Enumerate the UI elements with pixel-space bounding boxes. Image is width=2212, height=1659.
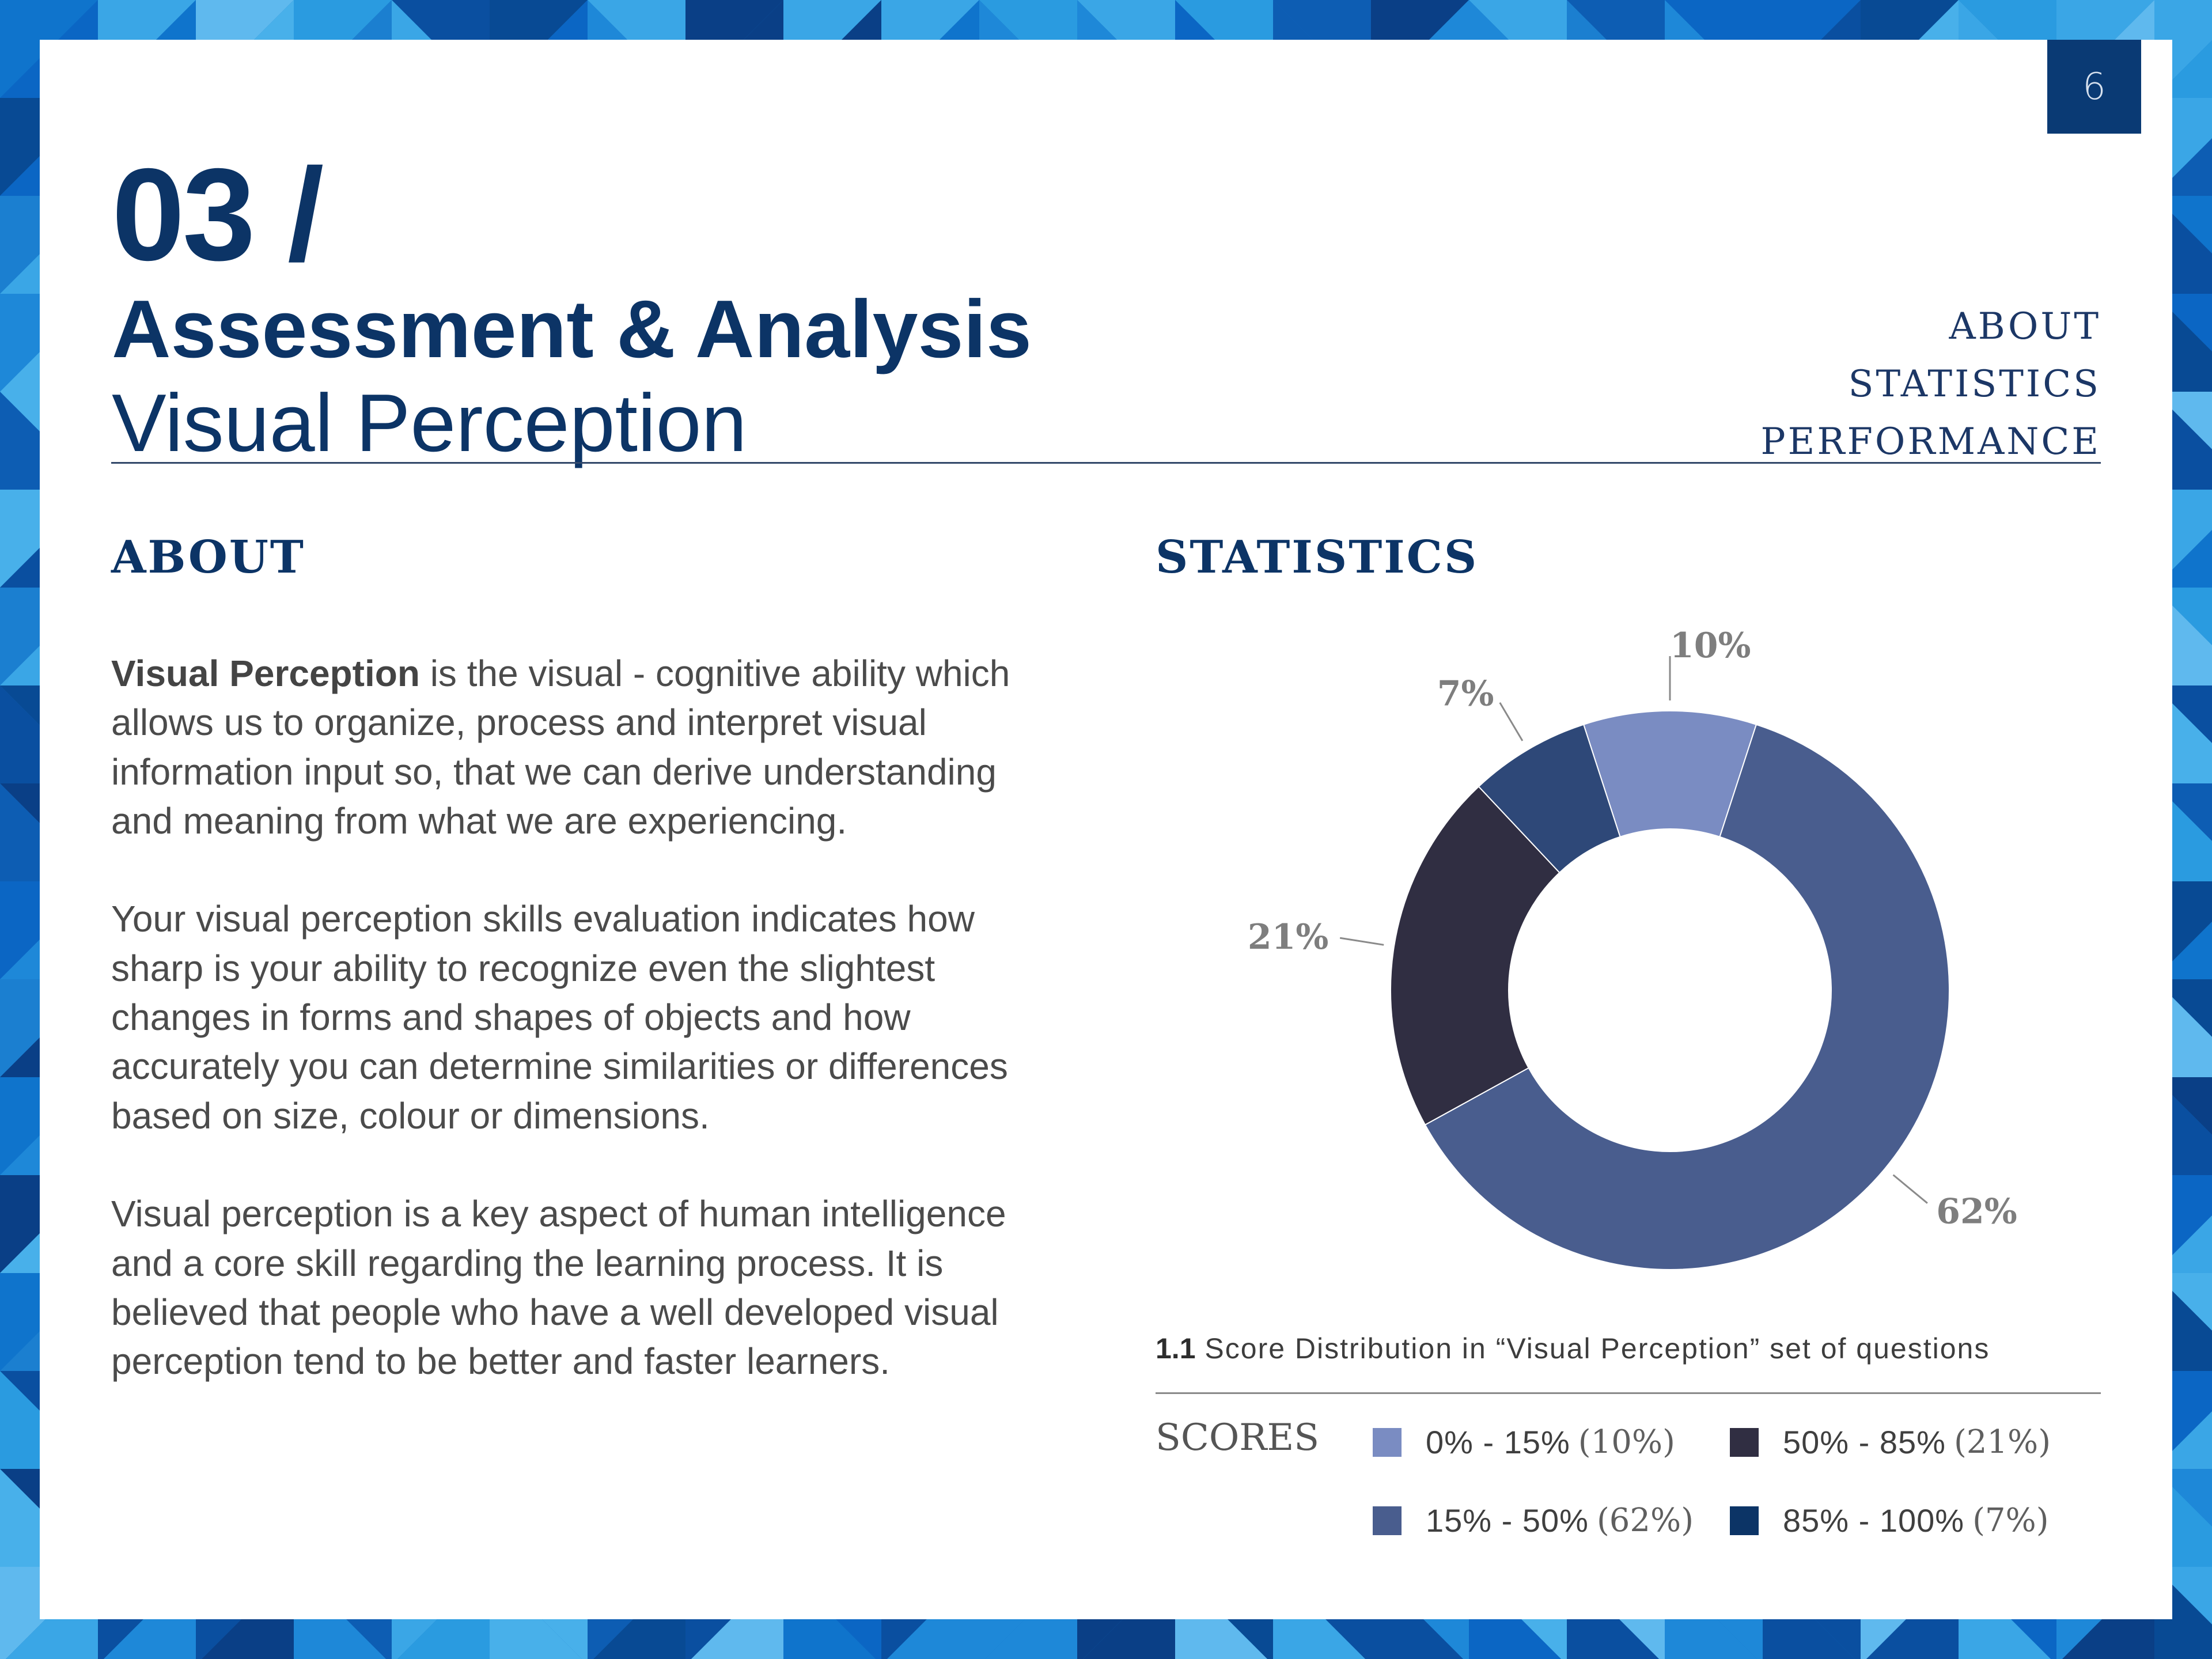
about-term: Visual Perception: [111, 653, 420, 694]
nav-link-performance[interactable]: PERFORMANCE: [1760, 421, 2101, 463]
chart-caption: 1.1 Score Distribution in “Visual Percep…: [1156, 1332, 1990, 1365]
data-label-3: 21%: [1248, 917, 1329, 957]
donut-slice-3: [1390, 786, 1560, 1126]
leader-line-4: [1499, 702, 1524, 741]
nav-link-statistics[interactable]: STATISTICS: [1848, 363, 2101, 406]
page-number: 6: [2047, 40, 2141, 134]
legend-item-85-100: 85% - 100% (7%): [1730, 1502, 2049, 1539]
page-subtitle: Visual Perception: [112, 377, 747, 469]
legend-label: 0% - 15%: [1426, 1424, 1570, 1460]
caption-number: 1.1: [1156, 1332, 1196, 1365]
legend-percent: (62%): [1596, 1502, 1694, 1539]
legend-swatch: [1730, 1427, 1759, 1457]
about-definition: is the visual - cognitive ability which …: [111, 653, 1010, 842]
data-label-4: 7%: [1437, 674, 1494, 714]
legend-title: SCORES: [1156, 1416, 1320, 1459]
legend-label: 50% - 85%: [1783, 1424, 1946, 1460]
about-heading: ABOUT: [111, 531, 305, 584]
header-divider: [111, 462, 2101, 464]
about-paragraph-1: Visual Perception is the visual - cognit…: [111, 649, 1044, 846]
legend-percent: (21%): [1953, 1423, 2051, 1461]
leader-line-2: [1892, 1174, 1928, 1204]
legend-item-15-50: 15% - 50% (62%): [1373, 1502, 1694, 1539]
data-label-1: 10%: [1670, 626, 1751, 666]
caption-text: Score Distribution in “Visual Perception…: [1195, 1332, 1990, 1365]
about-paragraph-2: Your visual perception skills evaluation…: [111, 898, 1008, 1137]
section-nav: ABOUT STATISTICS PERFORMANCE: [1761, 298, 2101, 471]
legend-percent: (7%): [1972, 1502, 2049, 1539]
donut-slice-4: [1478, 724, 1621, 874]
donut-slice-2: [1424, 724, 1950, 1270]
legend-divider: [1156, 1392, 2101, 1394]
leader-line-3: [1339, 937, 1384, 946]
legend-label: 85% - 100%: [1783, 1502, 1965, 1539]
nav-link-about[interactable]: ABOUT: [1949, 305, 2101, 348]
data-label-2: 62%: [1936, 1191, 2017, 1232]
legend-item-0-15: 0% - 15% (10%): [1373, 1423, 1675, 1461]
legend-percent: (10%): [1578, 1423, 1675, 1461]
report-page: 6 03 / Assessment & Analysis Visual Perc…: [40, 40, 2172, 1619]
legend-swatch: [1730, 1506, 1759, 1535]
legend-item-50-85: 50% - 85% (21%): [1730, 1423, 2051, 1461]
section-number: 03 /: [112, 142, 324, 288]
legend-swatch: [1373, 1427, 1402, 1457]
legend-label: 15% - 50%: [1426, 1502, 1589, 1539]
legend-swatch: [1373, 1506, 1402, 1535]
about-paragraph-3: Visual perception is a key aspect of hum…: [111, 1193, 1006, 1382]
about-text: Visual Perception is the visual - cognit…: [111, 649, 1044, 1435]
score-donut-chart: 10% 62% 21% 7%: [1248, 626, 2017, 1270]
statistics-heading: STATISTICS: [1156, 531, 1479, 584]
page-title: Assessment & Analysis: [112, 283, 1032, 375]
